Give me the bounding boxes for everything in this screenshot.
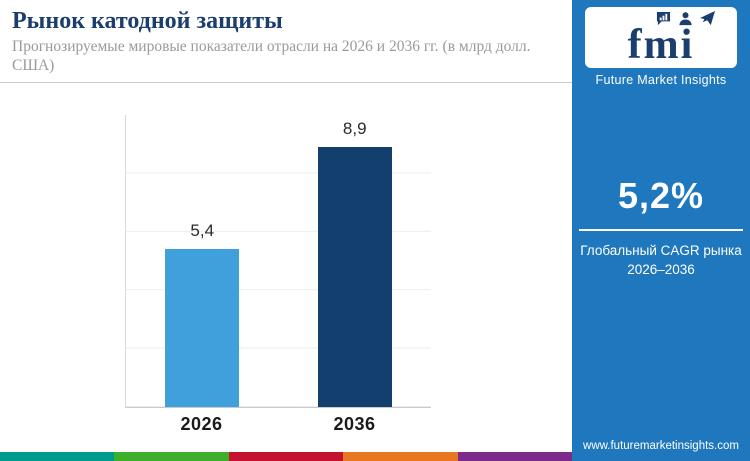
- page-title: Рынок катодной защиты: [12, 8, 283, 34]
- bar-value-label: 5,4: [190, 221, 215, 241]
- bar-group-2036: 8,9: [317, 115, 392, 407]
- brand-name: Future Market Insights: [595, 72, 727, 87]
- sidebar: fmi Future Market Insights 5,2% Глобальн…: [572, 0, 750, 461]
- chart-header: Рынок катодной защиты Прогнозируемые мир…: [0, 0, 572, 83]
- stripe-segment: [343, 452, 458, 461]
- bar-group-2026: 5,4: [165, 115, 240, 407]
- website-link[interactable]: www.futuremarketinsights.com: [583, 440, 739, 452]
- x-axis-labels: 2026 2036: [125, 414, 431, 435]
- chat-bubble-icon: [656, 11, 671, 26]
- fmi-logo-text: fmi: [627, 22, 695, 68]
- bar-2036: [317, 147, 392, 407]
- bar-chart-plot-area: 5,4 8,9: [125, 115, 431, 408]
- cagr-label: Глобальный CAGR рынка 2026–2036: [580, 241, 742, 280]
- cagr-label-line1: Глобальный CAGR рынка: [580, 242, 742, 258]
- chart-panel: Рынок катодной защиты Прогнозируемые мир…: [0, 0, 573, 461]
- footer-stripe: [0, 452, 573, 461]
- bar-2026: [165, 249, 240, 407]
- stripe-segment: [114, 452, 229, 461]
- paper-plane-icon: [700, 11, 715, 26]
- x-axis-label-2026: 2026: [180, 414, 223, 434]
- person-icon: [678, 11, 693, 26]
- cagr-value: 5,2%: [617, 174, 705, 216]
- bars-row: 5,4 8,9: [126, 115, 431, 407]
- page-subtitle: Прогнозируемые мировые показатели отрасл…: [12, 38, 531, 75]
- cagr-label-line2: 2026–2036: [627, 262, 695, 278]
- stripe-segment: [0, 452, 115, 461]
- stripe-segment: [457, 452, 573, 461]
- fmi-logo: fmi: [585, 7, 737, 68]
- logo-icons: [593, 11, 729, 26]
- stripe-segment: [228, 452, 344, 461]
- cagr-divider: [579, 228, 743, 231]
- x-axis-label-2036: 2036: [333, 414, 376, 434]
- bar-value-label: 8,9: [342, 119, 367, 139]
